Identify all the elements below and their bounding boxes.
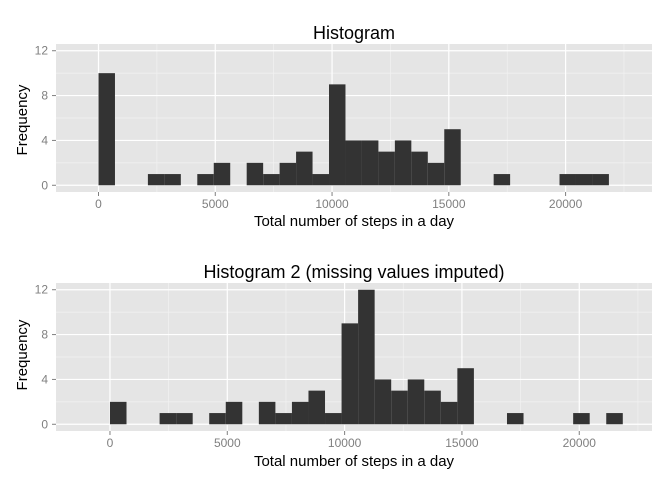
chart-1-x-tick-label: 0 xyxy=(95,197,102,211)
chart-2-bar xyxy=(291,401,309,425)
chart-2-bar xyxy=(391,390,408,425)
chart-1-bar xyxy=(296,151,313,186)
chart-1-bar xyxy=(246,162,264,186)
chart-2-bar xyxy=(606,413,623,425)
chart-1-bar xyxy=(444,129,461,186)
chart-2-title: Histogram 2 (missing values imputed) xyxy=(203,262,504,282)
chart-1-ylabel: Frequency xyxy=(14,84,31,155)
chart-2-bar xyxy=(258,401,276,425)
chart-1-bar xyxy=(575,174,593,186)
chart-2-x-tick-label: 20000 xyxy=(563,436,597,450)
chart-2-bar xyxy=(209,413,226,425)
chart-2-bar xyxy=(573,413,590,425)
chart-1-bar xyxy=(427,162,445,186)
chart-1-bar xyxy=(164,174,181,186)
chart-1-bar xyxy=(312,174,330,186)
chart-2-xlabel: Total number of steps in a day xyxy=(254,453,455,470)
chart-1-bar xyxy=(559,174,576,186)
chart-2-ylabel: Frequency xyxy=(14,319,31,390)
chart-1-bar xyxy=(493,174,511,186)
chart-1-y-tick-label: 4 xyxy=(41,133,48,147)
chart-1-title: Histogram xyxy=(313,23,395,43)
chart-1-bar xyxy=(411,151,428,186)
chart-1-bar xyxy=(279,162,297,186)
chart-2-bar xyxy=(225,401,243,425)
chart-2-bar xyxy=(159,413,177,425)
chart-1-bar xyxy=(213,162,231,186)
chart-1: 0 5000 10000 15000 20000 0 4 8 12 Histogram Freq… xyxy=(14,23,652,230)
chart-2-y-tick-label: 12 xyxy=(35,283,49,297)
chart-2-x-tick-label: 5000 xyxy=(214,436,241,450)
chart-2-bar xyxy=(424,390,441,425)
chart-2-x-tick-label: 0 xyxy=(107,436,114,450)
chart-1-x-tick-label: 20000 xyxy=(549,197,583,211)
chart-1-bar xyxy=(361,140,379,186)
chart-1-bar xyxy=(197,174,214,186)
chart-2-bar xyxy=(275,413,292,425)
chart-2-y-tick-label: 8 xyxy=(41,328,48,342)
chart-2-bar xyxy=(457,368,474,425)
chart-2-bar xyxy=(176,413,193,425)
chart-2-bar xyxy=(109,401,127,425)
chart-1-y-tick-label: 12 xyxy=(35,44,49,58)
chart-2-bar xyxy=(358,289,375,425)
chart-1-bar xyxy=(98,73,115,186)
chart-1-x-tick-label: 10000 xyxy=(315,197,349,211)
chart-1-bar xyxy=(147,174,165,186)
chart-1-bar xyxy=(592,174,609,186)
chart-1-bar xyxy=(345,140,362,186)
chart-1-x-tick-label: 15000 xyxy=(432,197,466,211)
chart-2: 0 5000 10000 15000 20000 0 4 8 12 Histogram 2 (m… xyxy=(14,262,652,470)
chart-1-bar xyxy=(394,140,412,186)
chart-1-xlabel: Total number of steps in a day xyxy=(254,213,455,230)
chart-2-x-tick-label: 10000 xyxy=(328,436,362,450)
chart-2-y-tick-label: 0 xyxy=(41,417,48,431)
chart-1-y-tick-label: 8 xyxy=(41,89,48,103)
chart-1-x-tick-label: 5000 xyxy=(202,197,229,211)
chart-1-plot-area: 0 5000 10000 15000 20000 0 4 8 12 xyxy=(35,44,652,211)
chart-1-bar xyxy=(329,84,346,186)
chart-2-plot-area: 0 5000 10000 15000 20000 0 4 8 12 xyxy=(35,283,652,450)
chart-1-bar xyxy=(263,174,280,186)
chart-2-bar xyxy=(440,401,458,425)
chart-2-bar xyxy=(308,390,326,425)
chart-2-bar xyxy=(341,323,359,425)
chart-2-x-tick-label: 15000 xyxy=(445,436,479,450)
chart-2-bar xyxy=(506,413,524,425)
chart-2-y-tick-label: 4 xyxy=(41,372,48,386)
chart-1-y-tick-label: 0 xyxy=(41,178,48,192)
chart-2-bar xyxy=(407,379,425,425)
chart-2-bar xyxy=(374,379,392,425)
chart-1-bar xyxy=(378,151,395,186)
chart-2-bar xyxy=(325,413,342,425)
